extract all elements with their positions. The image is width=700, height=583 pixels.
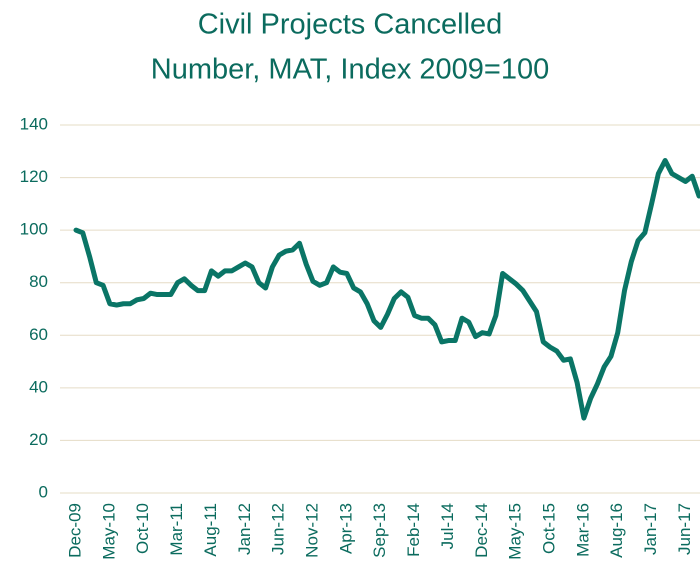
x-tick-label: Aug-11	[201, 503, 220, 557]
x-tick-label: Mar-11	[167, 503, 186, 556]
x-tick-label: Aug-16	[607, 503, 626, 558]
x-tick-label: Oct-15	[540, 503, 559, 554]
y-tick-label: 20	[29, 430, 48, 449]
x-tick-label: Dec-09	[65, 503, 84, 558]
y-tick-label: 80	[29, 272, 48, 291]
chart-subtitle: Number, MAT, Index 2009=100	[151, 54, 549, 86]
x-tick-label: Sep-13	[370, 503, 389, 558]
y-tick-label: 100	[20, 220, 48, 239]
x-tick-label: Jan-17	[641, 503, 660, 555]
x-tick-label: May-15	[506, 503, 525, 560]
data-line	[73, 157, 700, 421]
x-tick-label: Nov-12	[302, 503, 321, 558]
y-tick-label: 60	[29, 325, 48, 344]
x-tick-label: Apr-13	[336, 503, 355, 554]
x-tick-label: Dec-14	[472, 503, 491, 558]
x-tick-label: Jan-12	[235, 503, 254, 555]
chart-title: Civil Projects Cancelled	[198, 9, 503, 41]
x-tick-label: Oct-10	[133, 503, 152, 554]
y-tick-label: 120	[20, 167, 48, 186]
x-tick-label: Feb-14	[404, 503, 423, 557]
y-tick-label: 140	[20, 114, 48, 133]
x-tick-label: Jun-12	[269, 503, 288, 555]
x-tick-label: Jul-14	[438, 503, 457, 549]
y-tick-label: 40	[29, 377, 48, 396]
y-tick-label: 0	[39, 482, 48, 501]
x-tick-label: May-10	[99, 503, 118, 560]
x-tick-label: Mar-16	[573, 503, 592, 557]
x-tick-label: Jun-17	[675, 503, 694, 555]
